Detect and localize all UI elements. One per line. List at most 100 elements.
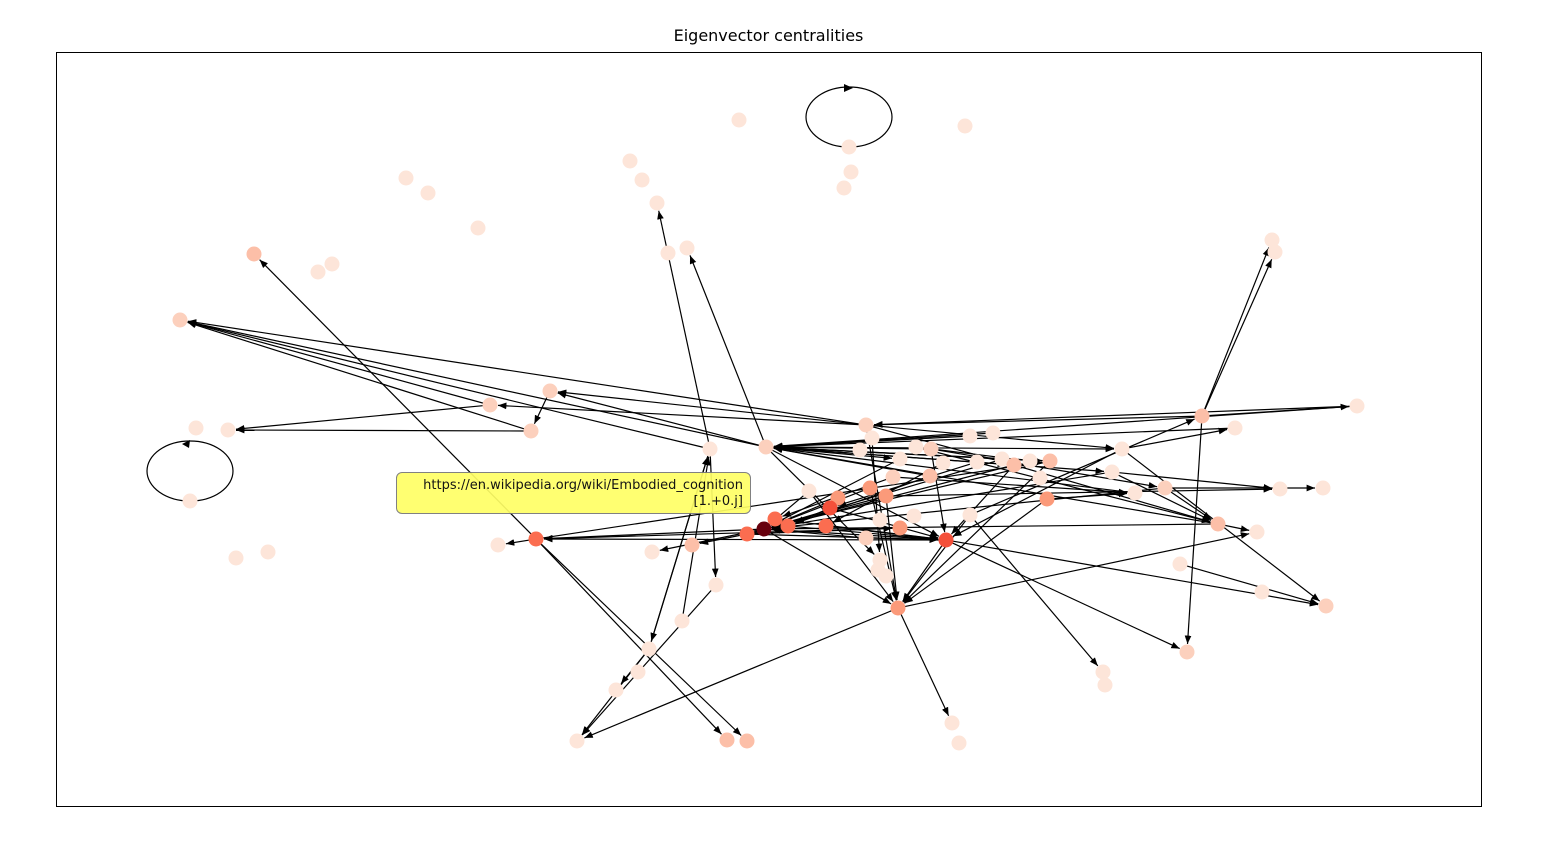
graph-node[interactable]: [719, 732, 735, 748]
graph-node[interactable]: [490, 537, 506, 553]
graph-node[interactable]: [908, 439, 924, 455]
graph-node[interactable]: [858, 417, 874, 433]
graph-node[interactable]: [324, 256, 340, 272]
graph-edge: [533, 392, 550, 425]
graph-node[interactable]: [858, 530, 874, 546]
graph-edge: [543, 528, 763, 542]
graph-node[interactable]: [260, 544, 276, 560]
graph-node[interactable]: [843, 164, 859, 180]
graph-edge: [952, 449, 1121, 537]
graph-node[interactable]: [962, 428, 978, 444]
graph-node[interactable]: [890, 600, 906, 616]
graph-node[interactable]: [1127, 485, 1143, 501]
graph-node[interactable]: [994, 451, 1010, 467]
graph-node[interactable]: [822, 500, 838, 516]
graph-node[interactable]: [641, 641, 657, 657]
graph-node[interactable]: [644, 544, 660, 560]
graph-node[interactable]: [1006, 457, 1022, 473]
graph-node[interactable]: [1227, 420, 1243, 436]
graph-node[interactable]: [864, 430, 880, 446]
graph-node[interactable]: [702, 441, 718, 457]
graph-node[interactable]: [756, 521, 772, 537]
graph-node[interactable]: [841, 139, 857, 155]
graph-node[interactable]: [634, 172, 650, 188]
graph-node[interactable]: [1097, 677, 1113, 693]
graph-node[interactable]: [1032, 470, 1048, 486]
graph-node[interactable]: [818, 518, 834, 534]
graph-node[interactable]: [951, 735, 967, 751]
graph-node[interactable]: [684, 537, 700, 553]
graph-node[interactable]: [246, 246, 262, 262]
graph-node[interactable]: [542, 383, 558, 399]
graph-node[interactable]: [938, 532, 954, 548]
graph-node[interactable]: [801, 483, 817, 499]
graph-node[interactable]: [310, 264, 326, 280]
graph-node[interactable]: [1194, 408, 1210, 424]
graph-node[interactable]: [1039, 491, 1055, 507]
graph-node[interactable]: [1272, 481, 1288, 497]
graph-node[interactable]: [1318, 598, 1334, 614]
graph-node[interactable]: [622, 153, 638, 169]
graph-node[interactable]: [906, 508, 922, 524]
graph-node[interactable]: [708, 577, 724, 593]
graph-node[interactable]: [630, 664, 646, 680]
graph-node[interactable]: [1254, 584, 1270, 600]
graph-node[interactable]: [660, 245, 676, 261]
graph-node[interactable]: [649, 195, 665, 211]
graph-node[interactable]: [870, 562, 886, 578]
graph-node[interactable]: [739, 526, 755, 542]
graph-node[interactable]: [1267, 244, 1283, 260]
graph-node[interactable]: [739, 733, 755, 749]
graph-node[interactable]: [1095, 664, 1111, 680]
graph-node[interactable]: [523, 423, 539, 439]
graph-node[interactable]: [1104, 464, 1120, 480]
graph-node[interactable]: [398, 170, 414, 186]
graph-node[interactable]: [228, 550, 244, 566]
graph-node[interactable]: [885, 469, 901, 485]
graph-node[interactable]: [1114, 441, 1130, 457]
graph-node[interactable]: [608, 682, 624, 698]
graph-node[interactable]: [758, 439, 774, 455]
graph-node[interactable]: [962, 507, 978, 523]
graph-node[interactable]: [569, 733, 585, 749]
graph-node[interactable]: [836, 180, 852, 196]
graph-node[interactable]: [944, 715, 960, 731]
graph-node[interactable]: [892, 451, 908, 467]
graph-node[interactable]: [679, 240, 695, 256]
graph-node[interactable]: [878, 488, 894, 504]
graph-node[interactable]: [1042, 453, 1058, 469]
graph-node[interactable]: [969, 454, 985, 470]
graph-node[interactable]: [220, 422, 236, 438]
graph-node[interactable]: [1179, 644, 1195, 660]
graph-node[interactable]: [862, 480, 878, 496]
graph-node[interactable]: [1249, 524, 1265, 540]
graph-node[interactable]: [1349, 398, 1365, 414]
graph-node[interactable]: [957, 118, 973, 134]
graph-node[interactable]: [182, 493, 198, 509]
graph-node[interactable]: [1022, 453, 1038, 469]
graph-node[interactable]: [852, 442, 868, 458]
graph-node[interactable]: [1315, 480, 1331, 496]
graph-node[interactable]: [922, 468, 938, 484]
graph-node[interactable]: [872, 512, 888, 528]
graph-node[interactable]: [188, 420, 204, 436]
graph-node[interactable]: [935, 455, 951, 471]
graph-node[interactable]: [767, 511, 783, 527]
graph-node[interactable]: [470, 220, 486, 236]
graph-node[interactable]: [830, 490, 846, 506]
graph-node[interactable]: [172, 312, 188, 328]
graph-node[interactable]: [1264, 232, 1280, 248]
graph-node[interactable]: [420, 185, 436, 201]
graph-node[interactable]: [892, 520, 908, 536]
graph-node[interactable]: [985, 425, 1001, 441]
graph-node[interactable]: [528, 531, 544, 547]
graph-node[interactable]: [780, 518, 796, 534]
graph-node[interactable]: [674, 613, 690, 629]
graph-node[interactable]: [482, 397, 498, 413]
graph-node[interactable]: [923, 441, 939, 457]
graph-node[interactable]: [731, 112, 747, 128]
graph-node[interactable]: [1172, 556, 1188, 572]
graph-node[interactable]: [1210, 516, 1226, 532]
graph-node[interactable]: [1157, 480, 1173, 496]
